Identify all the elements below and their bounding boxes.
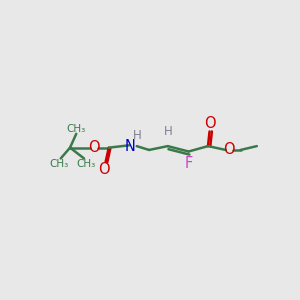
Text: N: N	[125, 140, 136, 154]
Text: O: O	[223, 142, 235, 158]
Text: H: H	[164, 124, 173, 138]
Text: H: H	[133, 129, 142, 142]
Text: F: F	[184, 156, 193, 171]
Text: CH₃: CH₃	[50, 159, 69, 169]
Text: O: O	[98, 162, 110, 177]
Text: O: O	[88, 140, 100, 155]
Text: CH₃: CH₃	[76, 159, 95, 169]
Text: O: O	[205, 116, 216, 131]
Text: CH₃: CH₃	[67, 124, 86, 134]
